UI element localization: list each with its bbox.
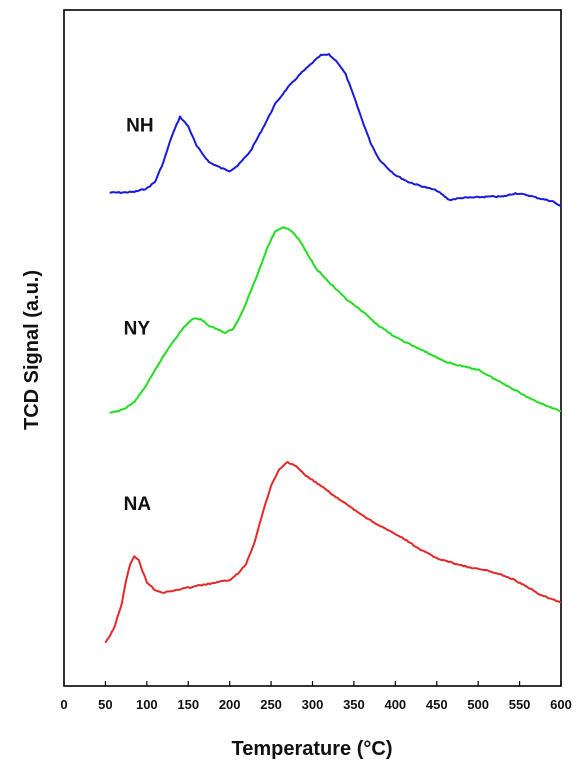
x-tick-label: 500 (467, 697, 489, 712)
x-tick-label: 450 (426, 697, 448, 712)
x-tick-label: 550 (509, 697, 531, 712)
series-line-nh (109, 53, 562, 208)
series-line-ny (109, 226, 562, 414)
series-label-nh: NH (126, 116, 153, 137)
plot-frame (63, 9, 562, 687)
x-axis-label: Temperature (°C) (232, 738, 393, 760)
x-tick-label: 200 (219, 697, 241, 712)
x-axis-ticks: 0 50 100 150 200 250 300 350 400 450 500 550 600 (60, 681, 572, 712)
y-axis-label: TCD Signal (a.u.) (21, 270, 43, 430)
x-tick-label: 400 (384, 697, 406, 712)
x-tick-label: 600 (550, 697, 572, 712)
series-lines (104, 53, 562, 644)
x-tick-label: 100 (136, 697, 158, 712)
x-tick-label: 250 (260, 697, 282, 712)
series-label-na: NA (124, 494, 152, 515)
series-line-na (104, 461, 562, 644)
series-labels: NH NY NA (124, 116, 154, 516)
x-tick-label: 50 (98, 697, 112, 712)
x-tick-label: 350 (343, 697, 365, 712)
series-label-ny: NY (124, 318, 151, 339)
x-tick-label: 300 (302, 697, 324, 712)
x-tick-label: 0 (60, 697, 67, 712)
x-tick-label: 150 (177, 697, 199, 712)
